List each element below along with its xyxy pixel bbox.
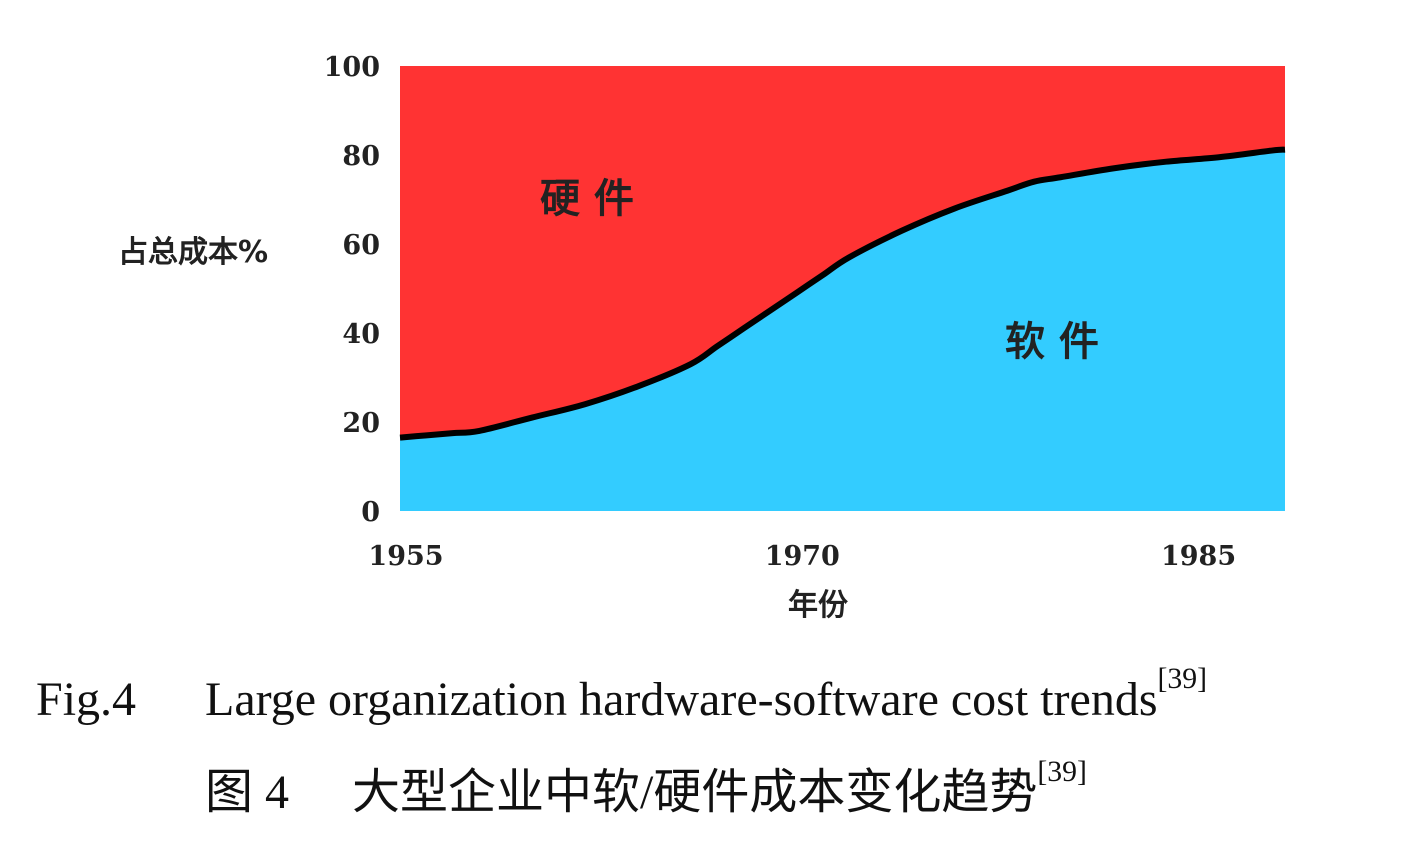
- x-tick-label: 1955: [368, 541, 443, 572]
- series-area-hardware: [400, 66, 1285, 438]
- y-tick-label: 40: [342, 319, 380, 350]
- reference-english: [39]: [1157, 662, 1208, 696]
- series-label-hardware: 硬 件: [540, 176, 634, 222]
- y-tick-label: 20: [342, 408, 380, 439]
- figure-title-chinese: 大型企业中软/硬件成本变化趋势[39]: [352, 755, 1087, 819]
- y-tick-label: 100: [324, 52, 380, 83]
- y-tick-label: 80: [342, 141, 380, 172]
- reference-chinese: [39]: [1037, 755, 1087, 789]
- y-axis-ticks: 0 20 40 60 80 100: [324, 52, 380, 528]
- series-boundary-line: [399, 146, 1286, 441]
- x-axis-label: 年份: [788, 588, 848, 623]
- figure-title-english: Large organization hardware-software cos…: [205, 662, 1208, 726]
- y-axis-label: 占总成本%: [118, 235, 268, 270]
- plot-area: [399, 66, 1286, 511]
- x-tick-label: 1970: [765, 541, 840, 572]
- x-axis-ticks: 1955 1970 1985: [368, 541, 1236, 572]
- y-tick-label: 0: [361, 497, 380, 528]
- series-area-software: [400, 149, 1285, 511]
- x-tick-label: 1985: [1161, 541, 1236, 572]
- series-label-software: 软 件: [1005, 319, 1099, 365]
- figure-number-english: Fig.4: [36, 673, 137, 726]
- y-tick-label: 60: [342, 230, 380, 261]
- figure-number-chinese: 图 4: [205, 766, 290, 819]
